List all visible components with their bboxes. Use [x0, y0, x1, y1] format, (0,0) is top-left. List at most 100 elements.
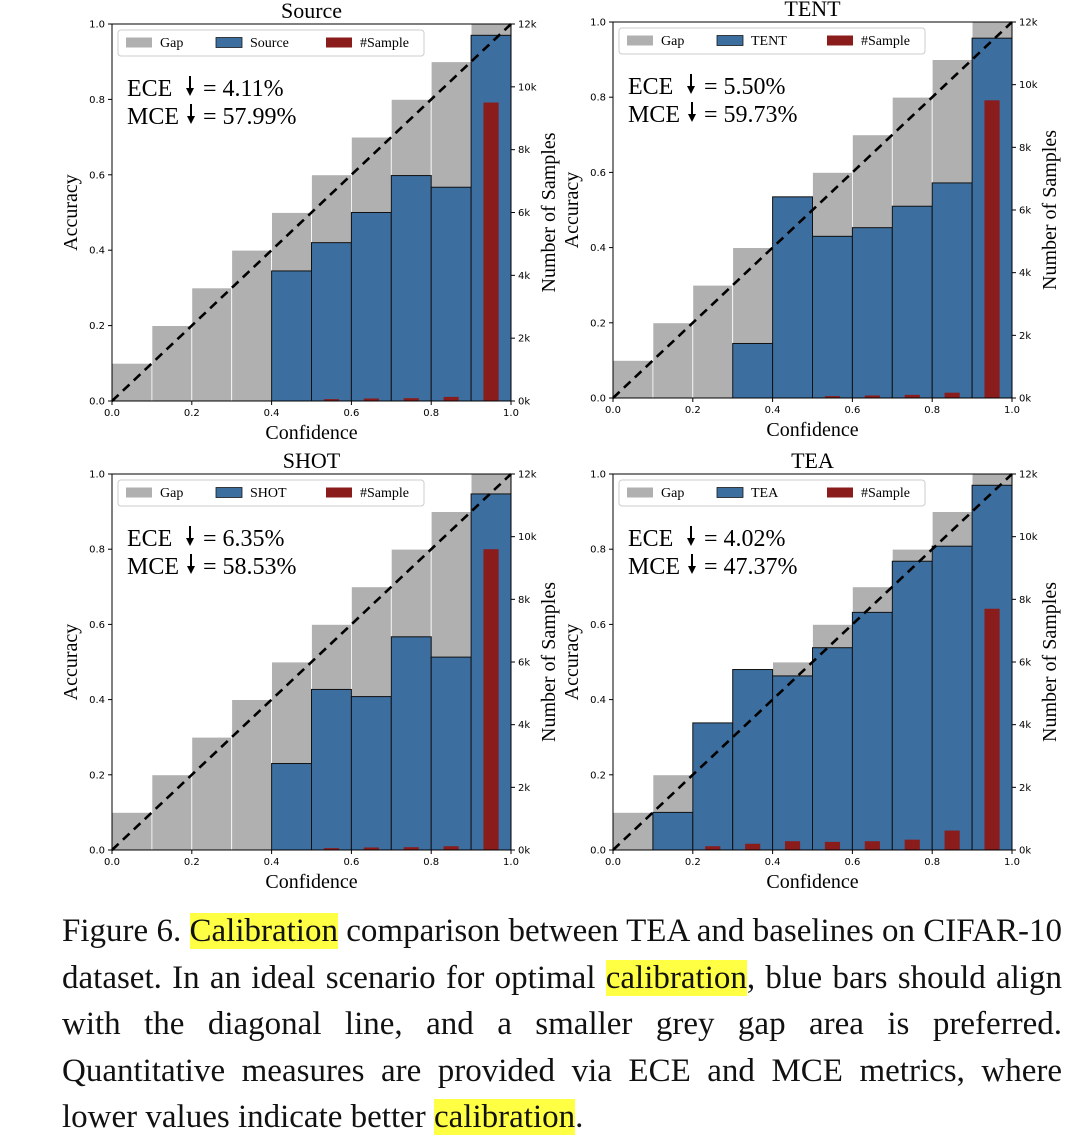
- y2-tick-label: 12k: [1019, 470, 1038, 481]
- mce-value: = 58.53%: [203, 554, 297, 580]
- caption-text: Figure 6.: [62, 913, 190, 949]
- y2-axis-label: Number of Samples: [1039, 582, 1061, 742]
- y2-tick-label: 2k: [518, 783, 530, 794]
- chart-title: Source: [281, 0, 342, 23]
- accuracy-bar: [311, 688, 352, 851]
- accuracy-bar: [390, 175, 432, 402]
- accuracy-bar: [652, 811, 694, 851]
- sample-bar: [363, 398, 379, 401]
- legend-label: TENT: [751, 34, 787, 49]
- accuracy-bar: [430, 656, 472, 851]
- legend-swatch: [126, 37, 152, 48]
- y-axis-label: Accuracy: [561, 172, 583, 249]
- sample-bar: [483, 102, 499, 402]
- legend-label: #Sample: [861, 34, 910, 49]
- y-tick-label: 0.8: [590, 93, 606, 104]
- accuracy-bar: [271, 270, 313, 402]
- y-tick-label: 0.6: [89, 620, 105, 631]
- sample-bar: [824, 396, 841, 398]
- x-tick-label: 1.0: [1004, 405, 1020, 416]
- down-arrow-icon: [687, 86, 695, 94]
- y2-tick-label: 8k: [518, 145, 530, 156]
- gap-bar: [151, 774, 193, 851]
- x-tick-label: 0.6: [844, 857, 860, 868]
- legend-label: SHOT: [250, 486, 287, 501]
- sample-bar: [403, 847, 419, 850]
- x-tick-label: 0.4: [765, 857, 781, 868]
- x-tick-label: 0.0: [104, 857, 120, 868]
- accuracy-bar: [772, 675, 813, 851]
- y-axis-label: Accuracy: [60, 174, 82, 251]
- y2-tick-label: 2k: [1019, 783, 1031, 794]
- y2-tick-label: 12k: [518, 20, 537, 31]
- legend-swatch: [827, 487, 853, 498]
- legend: Gap TEA #Sample: [618, 479, 926, 507]
- chart-title: TENT: [784, 0, 841, 21]
- y-axis-label: Accuracy: [561, 624, 583, 701]
- y-tick-label: 0.6: [590, 168, 606, 179]
- gap-bar: [652, 322, 694, 399]
- y2-tick-label: 8k: [1019, 595, 1031, 606]
- y2-tick-label: 6k: [1019, 206, 1031, 217]
- y-tick-label: 0.6: [89, 170, 105, 181]
- legend-label: Source: [250, 36, 289, 51]
- legend-swatch: [215, 37, 243, 48]
- legend-label: Gap: [661, 34, 684, 49]
- down-arrow-icon: [186, 88, 194, 96]
- y-tick-label: 1.0: [89, 20, 105, 31]
- mce-label: MCE: [127, 554, 179, 580]
- y2-tick-label: 12k: [1019, 18, 1038, 29]
- x-tick-label: 0.0: [605, 857, 621, 868]
- x-tick-label: 0.0: [104, 408, 120, 419]
- legend-swatch: [215, 487, 243, 498]
- gap-bar: [191, 287, 233, 402]
- x-tick-label: 0.2: [685, 857, 701, 868]
- metrics-annotation: ECE = 6.35% MCE = 58.53%: [127, 526, 297, 580]
- legend-label: Gap: [160, 36, 183, 51]
- x-tick-label: 0.0: [605, 405, 621, 416]
- y-tick-label: 0.6: [590, 620, 606, 631]
- x-tick-label: 0.6: [844, 405, 860, 416]
- y2-tick-label: 10k: [1019, 532, 1038, 543]
- legend-box: [117, 29, 425, 57]
- ece-label: ECE: [628, 526, 673, 552]
- ece-value: = 6.35%: [203, 526, 285, 552]
- x-tick-label: 1.0: [1004, 857, 1020, 868]
- y-tick-label: 0.0: [89, 397, 105, 408]
- y2-tick-label: 8k: [1019, 143, 1031, 154]
- legend: Gap TENT #Sample: [618, 27, 926, 55]
- y2-tick-label: 4k: [518, 271, 530, 282]
- y-tick-label: 0.8: [89, 545, 105, 556]
- y2-tick-label: 6k: [518, 658, 530, 669]
- accuracy-bar: [350, 696, 392, 851]
- x-tick-label: 0.2: [184, 857, 200, 868]
- legend-label: #Sample: [360, 486, 409, 501]
- y2-tick-label: 2k: [518, 334, 530, 345]
- ece-label: ECE: [127, 526, 172, 552]
- y2-axis-label: Number of Samples: [538, 582, 560, 742]
- legend-swatch: [716, 487, 744, 498]
- x-tick-label: 0.4: [264, 857, 280, 868]
- y2-tick-label: 8k: [518, 595, 530, 606]
- x-tick-label: 1.0: [503, 857, 519, 868]
- caption-highlight: Calibration: [189, 913, 338, 949]
- gap-bar: [692, 284, 734, 399]
- x-tick-label: 0.4: [264, 408, 280, 419]
- legend-swatch: [627, 487, 653, 498]
- caption-text: , blue bars should align with the diagon…: [62, 959, 1062, 1136]
- y-tick-label: 0.2: [590, 770, 606, 781]
- accuracy-bar: [891, 205, 933, 399]
- legend-box: [618, 479, 926, 507]
- x-axis-label: Confidence: [766, 871, 858, 893]
- gap-bar: [191, 736, 233, 851]
- sample-bar: [443, 396, 459, 401]
- gap-bar: [151, 325, 193, 402]
- y2-tick-label: 2k: [1019, 331, 1031, 342]
- chart-panel-tent: 0.00.20.40.60.81.00.0 0.2 0.4 0.6 0.8 1.00k2k…: [561, 0, 1061, 441]
- accuracy-bar: [430, 186, 472, 402]
- y-axis-label: Accuracy: [60, 624, 82, 701]
- accuracy-bar: [390, 636, 432, 851]
- x-tick-label: 0.2: [685, 405, 701, 416]
- accuracy-bar: [732, 342, 774, 399]
- sample-bar: [363, 847, 379, 850]
